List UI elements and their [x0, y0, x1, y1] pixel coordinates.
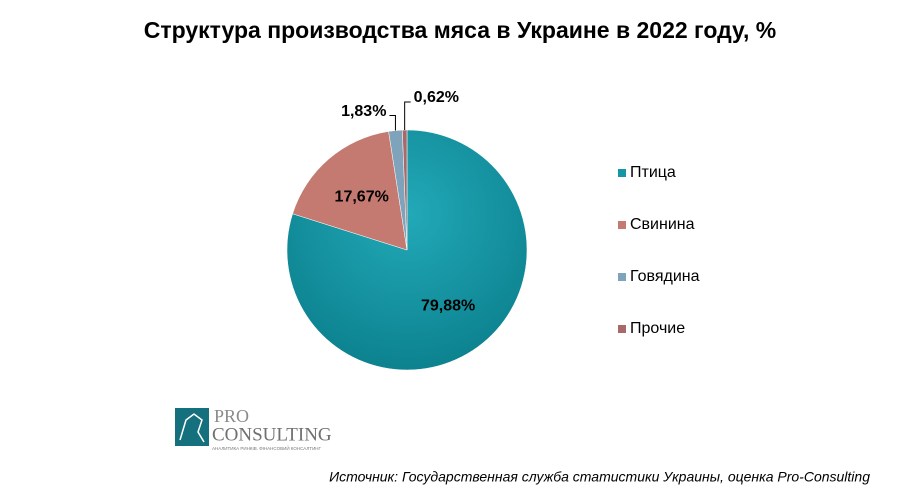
data-label: 1,83% [341, 103, 386, 120]
legend-label: Прочие [630, 320, 685, 337]
logo-text: PRO [214, 406, 249, 426]
logo-text: CONSULTING [212, 424, 332, 445]
data-label: 79,88% [421, 297, 475, 314]
leader-line [404, 101, 411, 131]
leader-line [389, 115, 396, 131]
legend-swatch [618, 169, 626, 177]
legend-swatch [618, 325, 626, 333]
legend-label: Птица [630, 164, 676, 181]
logo-tagline: АНАЛИТИКА РИНКІВ. ФІНАНСОВИЙ КОНСАЛТИНГ [212, 444, 322, 451]
data-label: 17,67% [335, 188, 389, 205]
chart-title: Структура производства мяса в Украине в … [144, 17, 777, 43]
pie-slice [286, 129, 528, 371]
legend-label: Свинина [630, 216, 695, 233]
source-note: Источник: Государственная служба статист… [329, 469, 870, 485]
logo-icon [175, 408, 209, 446]
logo-icon-horse [179, 413, 205, 443]
legend-label: Говядина [630, 268, 700, 285]
data-label: 0,62% [414, 89, 459, 106]
pie-slice [292, 131, 408, 251]
legend-swatch [618, 273, 626, 281]
logo: PRO CONSULTING АНАЛИТИКА РИНКІВ. ФІНАНСО… [175, 406, 332, 451]
legend-swatch [618, 221, 626, 229]
